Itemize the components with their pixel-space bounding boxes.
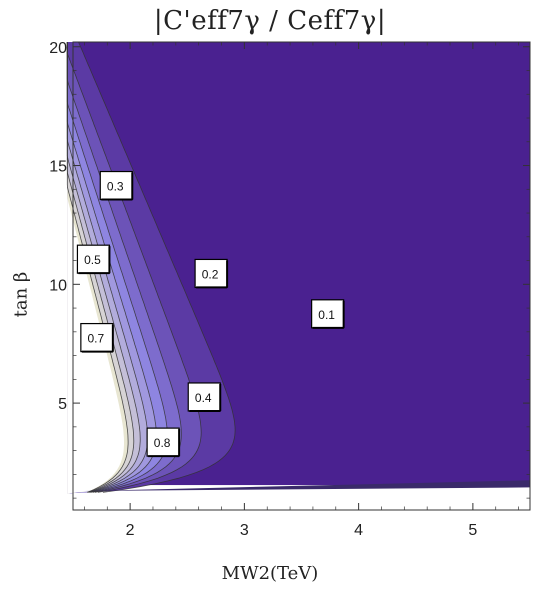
y-tick-label-5: 5 bbox=[58, 396, 67, 413]
contour-label-text-0.5: 0.5 bbox=[84, 253, 101, 267]
contour-label-0.8: 0.8 bbox=[146, 427, 181, 458]
x-tick-label-2: 2 bbox=[126, 522, 135, 539]
y-tick-label-20: 20 bbox=[49, 40, 67, 57]
contour-label-text-0.3: 0.3 bbox=[107, 180, 124, 194]
contour-label-text-0.8: 0.8 bbox=[154, 436, 171, 450]
chart-title-text: |C'eff7γ / Ceff7γ| bbox=[153, 6, 387, 36]
x-tick-label-4: 4 bbox=[354, 522, 363, 539]
contour-label-text-0.7: 0.7 bbox=[88, 332, 105, 346]
contour-label-text-0.4: 0.4 bbox=[195, 391, 212, 405]
bottom-sliver bbox=[84, 480, 531, 491]
x-axis-label: MW2(TeV) bbox=[0, 563, 540, 584]
contour-label-text-0.1: 0.1 bbox=[318, 308, 335, 322]
contour-label-0.3: 0.3 bbox=[99, 170, 134, 201]
x-tick-label-5: 5 bbox=[468, 522, 477, 539]
x-axis-label-text: MW2(TeV) bbox=[221, 563, 319, 584]
y-tick-label-15: 15 bbox=[49, 159, 67, 176]
contour-line-0.4 bbox=[66, 42, 168, 493]
contour-label-0.7: 0.7 bbox=[80, 322, 114, 353]
y-tick-label-10: 10 bbox=[49, 277, 67, 294]
y-axis-label: tan β bbox=[11, 260, 32, 330]
contour-label-0.1: 0.1 bbox=[311, 299, 345, 329]
plot-frame bbox=[72, 41, 531, 511]
contour-label-0.4: 0.4 bbox=[187, 382, 222, 412]
fill-band-blank bbox=[67, 42, 124, 494]
contour-label-0.2: 0.2 bbox=[194, 258, 229, 289]
contour-line-0.2 bbox=[66, 42, 202, 493]
x-tick-label-3: 3 bbox=[240, 522, 249, 539]
contour-label-text-0.2: 0.2 bbox=[202, 267, 219, 281]
contour-label-0.5: 0.5 bbox=[76, 244, 111, 275]
chart-title: |C'eff7γ / Ceff7γ| bbox=[0, 6, 540, 36]
contour-line-0.3 bbox=[66, 42, 182, 493]
contour-line-0.1 bbox=[78, 41, 236, 493]
y-axis-label-text: tan β bbox=[10, 271, 32, 318]
